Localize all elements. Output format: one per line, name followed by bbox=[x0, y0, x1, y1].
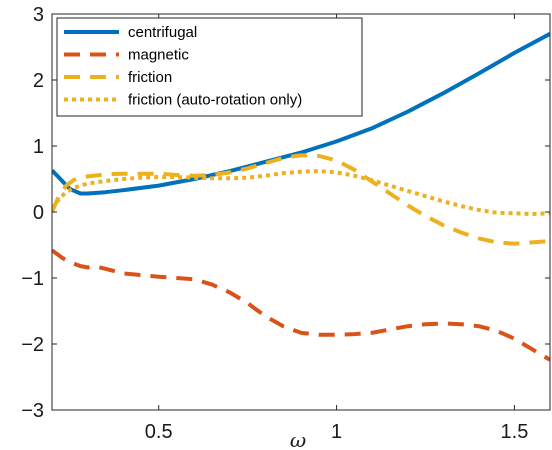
y-tick-label: 0 bbox=[33, 202, 44, 224]
y-tick-label: 2 bbox=[33, 70, 44, 92]
series-line-1 bbox=[52, 248, 550, 362]
y-tick-label: −1 bbox=[21, 268, 44, 290]
y-tick-label: −2 bbox=[21, 334, 44, 356]
x-tick-label: 1.5 bbox=[501, 421, 529, 443]
axes-layer: 0.5 1 1.5 −3 −2 −1 0 1 2 3 bbox=[21, 4, 551, 443]
legend: centrifugal magnetic friction friction (aut… bbox=[56, 17, 363, 117]
x-axis-label: ω bbox=[290, 428, 306, 450]
x-tick-label: 0.5 bbox=[145, 421, 173, 443]
x-tick-label: 1 bbox=[331, 421, 342, 443]
series-layer bbox=[52, 32, 550, 362]
legend-entry-2: friction bbox=[128, 69, 172, 86]
series-line-2 bbox=[52, 153, 550, 246]
series-line-3 bbox=[52, 169, 550, 216]
y-tick-label: −3 bbox=[21, 400, 44, 422]
y-tick-label: 1 bbox=[33, 136, 44, 158]
y-tick-label: 3 bbox=[33, 4, 44, 26]
legend-entry-3: friction (auto-rotation only) bbox=[128, 92, 302, 109]
legend-entry-0: centrifugal bbox=[128, 24, 197, 41]
legend-entry-1: magnetic bbox=[128, 47, 189, 64]
